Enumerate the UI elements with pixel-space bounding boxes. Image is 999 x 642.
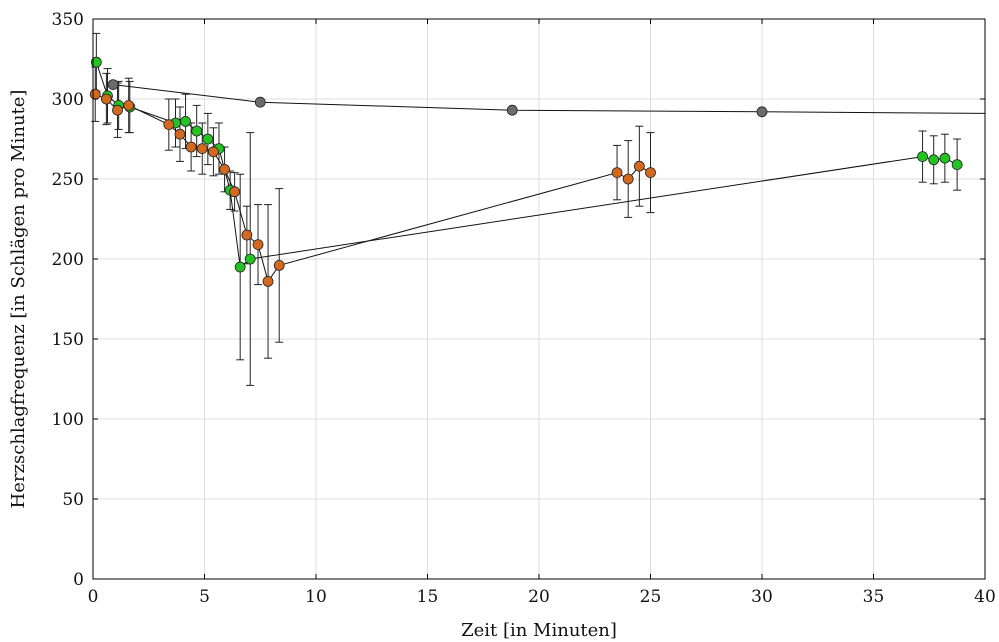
data-point — [273, 259, 285, 271]
y-tick-label: 200 — [52, 250, 84, 270]
data-point — [123, 100, 135, 111]
data-point — [645, 167, 656, 179]
x-tick-label: 40 — [974, 587, 996, 607]
data-point — [163, 119, 175, 130]
data-point — [185, 141, 197, 153]
data-points — [89, 56, 963, 287]
x-tick-label: 20 — [528, 587, 550, 607]
data-point — [506, 104, 518, 116]
grid-lines — [93, 19, 985, 579]
y-tick-label: 150 — [52, 330, 84, 350]
data-point — [180, 116, 191, 127]
data-point — [241, 229, 253, 241]
y-tick-label: 350 — [52, 10, 84, 30]
data-point — [234, 261, 246, 273]
x-tick-label: 10 — [305, 587, 327, 607]
data-point — [202, 133, 214, 145]
data-point — [107, 79, 119, 90]
data-point — [89, 88, 101, 100]
error-bars — [91, 32, 962, 386]
data-point — [244, 253, 256, 265]
data-point — [917, 151, 928, 163]
y-tick-label: 100 — [52, 410, 84, 430]
x-tick-labels: 0 5 10 15 20 25 30 35 40 — [88, 587, 996, 607]
x-tick-label: 0 — [88, 587, 99, 607]
y-axis-label: Herzschlagfrequenz [in Schlägen pro Minu… — [8, 90, 29, 509]
data-point — [219, 163, 230, 175]
data-point — [951, 159, 963, 171]
data-point — [633, 160, 645, 172]
y-tick-label: 250 — [52, 170, 84, 190]
data-point — [928, 154, 940, 166]
x-tick-label: 30 — [751, 587, 773, 607]
data-point — [252, 239, 264, 251]
data-point — [229, 186, 241, 198]
x-tick-label: 15 — [417, 587, 439, 607]
data-point — [939, 152, 951, 164]
data-point — [611, 167, 623, 179]
data-point — [90, 56, 102, 68]
data-point — [100, 93, 112, 105]
y-tick-labels: 0 50 100 150 200 250 300 350 — [52, 10, 84, 590]
data-point — [622, 173, 634, 185]
x-tick-label: 25 — [640, 587, 662, 607]
data-point — [756, 106, 768, 118]
y-tick-label: 50 — [62, 490, 84, 510]
data-point — [208, 146, 219, 158]
data-point — [196, 143, 208, 155]
y-tick-label: 0 — [73, 570, 84, 590]
x-tick-label: 35 — [863, 587, 885, 607]
data-point — [262, 275, 274, 287]
x-tick-label: 5 — [199, 587, 210, 607]
y-tick-label: 300 — [52, 90, 84, 110]
data-point — [174, 128, 186, 140]
x-axis-label: Zeit [in Minuten] — [461, 620, 617, 641]
axis-ticks — [92, 18, 986, 580]
data-point — [112, 104, 123, 116]
data-point — [191, 125, 203, 137]
data-point — [254, 96, 266, 108]
